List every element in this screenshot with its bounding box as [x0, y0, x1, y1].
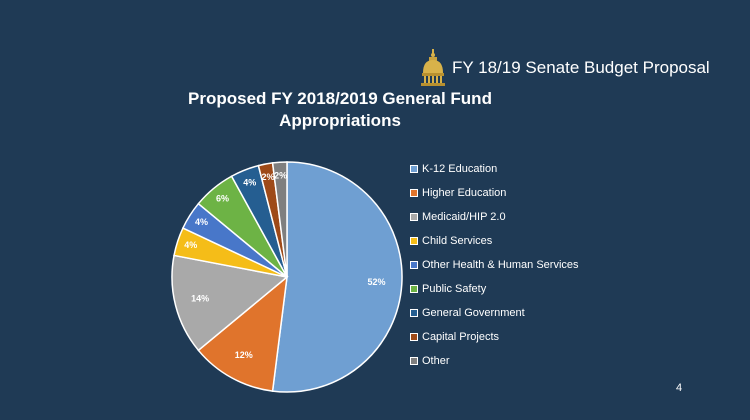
legend-swatch [410, 165, 418, 173]
legend-swatch [410, 309, 418, 317]
legend-label: Capital Projects [422, 331, 500, 343]
legend-swatch [410, 285, 418, 293]
pie-data-label: 6% [216, 193, 229, 203]
legend-swatch [410, 357, 418, 365]
legend-swatch [410, 237, 418, 245]
legend-label: Medicaid/HIP 2.0 [422, 211, 506, 223]
pie-data-label: 4% [184, 240, 197, 250]
pie-data-label: 14% [191, 294, 209, 304]
pie-slice [271, 161, 288, 278]
legend-item: General Government [410, 301, 579, 325]
page-number: 4 [676, 382, 683, 394]
legend-swatch [410, 213, 418, 221]
legend-swatch [410, 189, 418, 197]
slide-header: FY 18/19 Senate Budget Proposal [420, 48, 710, 88]
legend-swatch [410, 261, 418, 269]
pie-slice [197, 275, 288, 392]
pie-data-label: 12% [235, 350, 253, 360]
legend-item: Higher Education [410, 181, 579, 205]
legend-label: Other Health & Human Services [422, 259, 579, 271]
legend-item: Other [410, 349, 579, 373]
pie-data-label: 2% [274, 170, 287, 180]
legend-label: Public Safety [422, 283, 487, 295]
pie-data-labels: 52% 12% 14% 4% 4% 6% 4% 2% 2% [184, 170, 385, 360]
pie-slice [271, 161, 403, 393]
chart-title: Proposed FY 2018/2019 General Fund Appro… [188, 89, 492, 130]
header-title: FY 18/19 Senate Budget Proposal [452, 58, 710, 77]
legend-item: Medicaid/HIP 2.0 [410, 205, 579, 229]
pie-data-label: 4% [243, 177, 256, 187]
capitol-dome-icon [421, 49, 445, 86]
legend-swatch [410, 333, 418, 341]
legend-label: Other [422, 355, 450, 367]
pie-data-label: 4% [195, 217, 208, 227]
legend-item: Public Safety [410, 277, 579, 301]
legend-item: Child Services [410, 229, 579, 253]
legend-item: Capital Projects [410, 325, 579, 349]
pie-data-label: 2% [262, 172, 275, 182]
legend-label: Higher Education [422, 187, 507, 199]
legend-label: Child Services [422, 235, 493, 247]
chart-legend: K-12 Education Higher Education Medicaid/H… [410, 157, 579, 373]
legend-label: General Government [422, 307, 525, 319]
pie-data-label: 52% [368, 277, 386, 287]
pie-slices [171, 161, 403, 393]
legend-item: Other Health & Human Services [410, 253, 579, 277]
pie-slice [171, 254, 289, 352]
legend-label: K-12 Education [422, 163, 498, 175]
legend-item: K-12 Education [410, 157, 579, 181]
